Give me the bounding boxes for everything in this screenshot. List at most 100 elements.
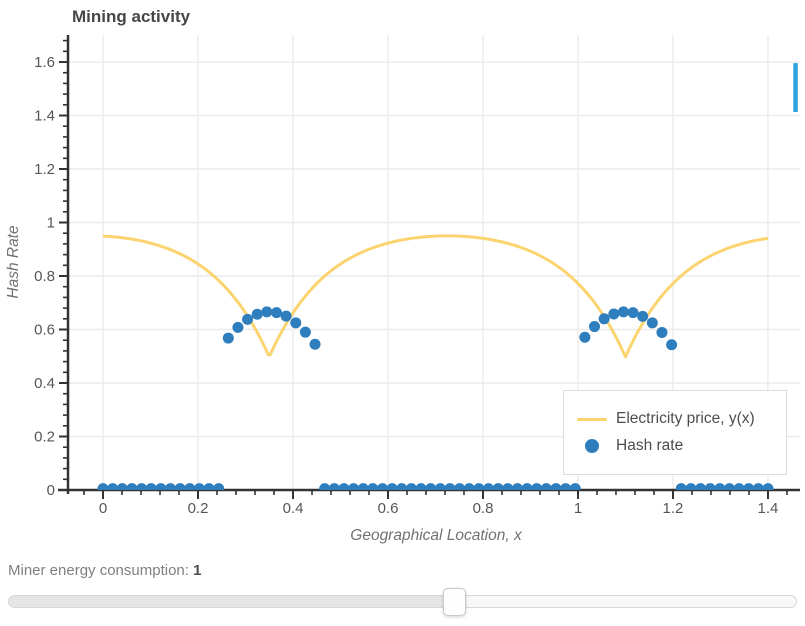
hash-rate-dot xyxy=(232,321,244,333)
hash-rate-dot xyxy=(348,483,360,490)
hash-rate-dot xyxy=(251,308,263,320)
hash-rate-dot xyxy=(174,483,186,490)
hash-rate-dot xyxy=(473,483,485,490)
hash-rate-dot xyxy=(415,483,427,490)
hash-rate-dot xyxy=(280,310,292,322)
hash-rate-dot xyxy=(646,317,658,329)
hash-rate-dot xyxy=(617,306,629,318)
hash-rate-dot xyxy=(502,483,514,490)
hash-rate-dot xyxy=(126,483,138,490)
hash-rate-dot xyxy=(598,313,610,325)
hash-rate-dot xyxy=(357,483,369,490)
hash-rate-dot xyxy=(338,483,350,490)
hash-rate-dot xyxy=(425,483,437,490)
y-tick-label: 1 xyxy=(47,215,55,232)
hash-rate-dot xyxy=(685,483,697,490)
x-tick-label: 0.2 xyxy=(188,500,209,517)
y-axis-label: Hash Rate xyxy=(5,225,22,299)
chart-canvas: 0 0.2 0.4 0.6 0.8 1 1.2 1.4 0 0.2 0.4 0.6 0.8 1 1.2 1.4… xyxy=(34,35,800,517)
hash-rate-dot xyxy=(589,321,601,333)
hash-rate-dots xyxy=(97,306,774,490)
y-tick-label: 0.4 xyxy=(34,375,55,392)
hash-rate-dot xyxy=(723,483,735,490)
x-tick-label: 0.8 xyxy=(473,500,494,517)
hash-rate-dot xyxy=(637,310,649,322)
slider-value: 1 xyxy=(193,562,202,579)
hash-rate-dot xyxy=(560,483,572,490)
electricity-price-curve xyxy=(102,234,769,359)
x-tick-label: 0.4 xyxy=(283,500,304,517)
hash-rate-dot xyxy=(136,483,148,490)
x-tick-label: 1.2 xyxy=(663,500,684,517)
hash-rate-dot xyxy=(434,483,446,490)
dot-swatch-icon xyxy=(577,439,607,453)
y-tick-label: 0.6 xyxy=(34,322,55,339)
hash-rate-dot xyxy=(608,308,620,320)
hash-rate-dot xyxy=(579,331,591,343)
hash-rate-dot xyxy=(733,483,745,490)
legend-label: Hash rate xyxy=(616,437,684,454)
hash-rate-dot xyxy=(319,483,331,490)
y-tick-label: 0.8 xyxy=(34,268,55,285)
hash-rate-dot xyxy=(752,483,764,490)
hash-rate-dot xyxy=(569,483,581,490)
hash-rate-dot xyxy=(309,338,321,350)
hash-rate-dot xyxy=(290,317,302,329)
x-tick-label: 1 xyxy=(574,500,582,517)
line-swatch-icon xyxy=(577,417,607,421)
x-tick-label: 0.6 xyxy=(378,500,399,517)
legend: Electricity price, y(x) Hash rate xyxy=(563,390,787,475)
slider-label: Miner energy consumption: xyxy=(8,562,189,579)
y-tick-label: 1.6 xyxy=(34,54,55,71)
hash-rate-dot xyxy=(444,483,456,490)
hash-rate-dot xyxy=(328,483,340,490)
hash-rate-dot xyxy=(405,483,417,490)
hash-rate-dot xyxy=(261,306,273,318)
y-tick-label: 1.4 xyxy=(34,108,55,125)
hash-rate-dot xyxy=(714,483,726,490)
hash-rate-dot xyxy=(386,483,398,490)
hash-rate-dot xyxy=(675,483,687,490)
chart-title: Mining activity xyxy=(72,7,191,26)
hash-rate-dot xyxy=(164,483,176,490)
y-tick-label: 0 xyxy=(47,482,55,499)
hash-rate-dot xyxy=(666,339,678,351)
hash-rate-dot xyxy=(656,326,668,338)
hash-rate-dot xyxy=(107,483,119,490)
hash-rate-dot xyxy=(454,483,466,490)
hash-rate-dot xyxy=(376,483,388,490)
hash-rate-dot xyxy=(762,483,774,490)
hash-rate-dot xyxy=(695,483,707,490)
legend-label: Electricity price, y(x) xyxy=(616,410,755,427)
hash-rate-dot xyxy=(531,483,543,490)
hash-rate-dot xyxy=(270,307,282,319)
hash-rate-dot xyxy=(242,313,254,325)
hash-rate-dot xyxy=(367,483,379,490)
hash-rate-dot xyxy=(627,307,639,319)
hash-rate-dot xyxy=(184,483,196,490)
hash-rate-dot xyxy=(492,483,504,490)
hash-rate-dot xyxy=(213,483,225,490)
x-tick-label: 1.4 xyxy=(758,500,779,517)
hash-rate-dot xyxy=(222,332,234,344)
slider-handle[interactable] xyxy=(442,588,466,616)
slider[interactable] xyxy=(8,587,797,617)
slider-fill xyxy=(9,596,454,607)
figure: 0 0.2 0.4 0.6 0.8 1 1.2 1.4 0 0.2 0.4 0.6 0.8 1 1.2 1.4… xyxy=(5,7,800,544)
hash-rate-dot xyxy=(155,483,167,490)
x-axis-label: Geographical Location, x xyxy=(350,527,522,544)
hash-rate-dot xyxy=(145,483,157,490)
hash-rate-dot xyxy=(521,483,533,490)
hash-rate-dot xyxy=(116,483,128,490)
hash-rate-dot xyxy=(396,483,408,490)
legend-item-hash-rate: Hash rate xyxy=(577,437,786,455)
hash-rate-dot xyxy=(193,483,205,490)
hash-rate-dot xyxy=(511,483,523,490)
y-tick-label: 1.2 xyxy=(34,161,55,178)
slider-readout: Miner energy consumption: 1 xyxy=(8,562,805,580)
hash-rate-dot xyxy=(203,483,215,490)
hash-rate-dot xyxy=(97,483,109,490)
hash-rate-dot xyxy=(299,326,311,338)
hash-rate-dot xyxy=(550,483,562,490)
slider-track[interactable] xyxy=(8,595,797,608)
